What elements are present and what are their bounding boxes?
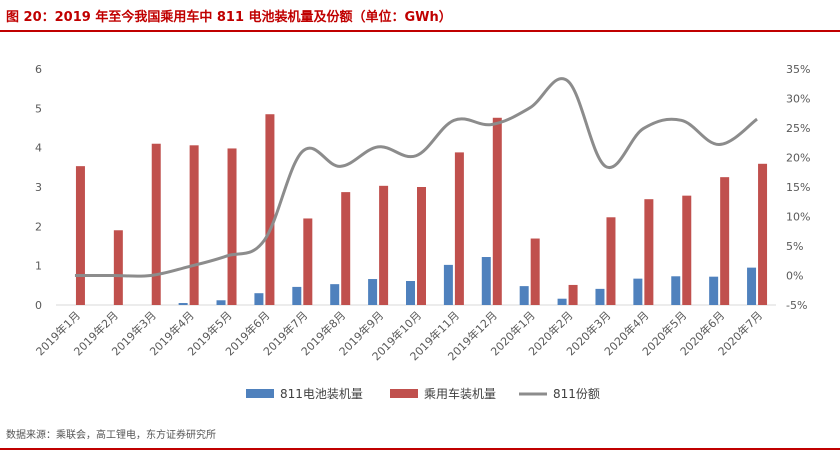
bar-811-battery bbox=[709, 276, 719, 305]
bar-811-battery bbox=[481, 257, 491, 305]
right-axis: -5% 0% 5% 10% 15% 20% 25% 30% 35% bbox=[786, 63, 810, 312]
legend-swatch-passenger bbox=[390, 389, 418, 398]
bar-811-battery bbox=[216, 300, 226, 305]
bar-passenger-vehicle bbox=[720, 177, 730, 305]
share-line bbox=[74, 77, 758, 278]
bar-811-battery bbox=[330, 284, 340, 305]
bar-811-battery bbox=[557, 298, 567, 305]
right-axis-tick-label: 30% bbox=[786, 93, 810, 106]
bar-passenger-vehicle bbox=[454, 152, 464, 305]
bar-811-battery bbox=[595, 288, 605, 305]
bar-passenger-vehicle bbox=[265, 114, 275, 305]
bar-passenger-vehicle bbox=[303, 218, 313, 305]
right-axis-tick-label: 35% bbox=[786, 63, 810, 76]
left-axis-tick-label: 2 bbox=[35, 220, 42, 233]
right-axis-tick-label: 15% bbox=[786, 181, 810, 194]
title-divider bbox=[0, 30, 840, 32]
bar-passenger-vehicle bbox=[151, 143, 161, 305]
bar-811-battery bbox=[671, 276, 681, 305]
bar-passenger-vehicle bbox=[227, 148, 237, 305]
left-axis-tick-label: 5 bbox=[35, 102, 42, 115]
page-title: 图 20：2019 年至今我国乘用车中 811 电池装机量及份额（单位：GWh） bbox=[6, 10, 452, 25]
left-axis-tick-label: 4 bbox=[35, 142, 42, 155]
legend-label-passenger: 乘用车装机量 bbox=[424, 386, 496, 401]
bar-811-battery bbox=[254, 293, 264, 305]
bar-passenger-vehicle bbox=[568, 284, 578, 305]
footer-divider bbox=[0, 448, 840, 450]
right-axis-tick-label: 0% bbox=[786, 270, 803, 283]
bar-passenger-vehicle bbox=[606, 217, 616, 305]
bar-passenger-vehicle bbox=[530, 238, 540, 305]
bar-passenger-vehicle bbox=[341, 192, 351, 305]
share-line-group bbox=[74, 77, 758, 278]
bar-811-battery bbox=[368, 279, 378, 305]
bar-811-battery bbox=[292, 286, 302, 305]
x-axis-labels: 2019年1月2019年2月2019年3月2019年4月2019年5月2019年… bbox=[33, 308, 765, 363]
right-axis-tick-label: 10% bbox=[786, 211, 810, 224]
bar-passenger-vehicle bbox=[417, 187, 426, 305]
bar-passenger-vehicle bbox=[492, 117, 502, 305]
bar-811-battery bbox=[443, 264, 453, 305]
left-axis-tick-label: 1 bbox=[35, 260, 42, 273]
bar-passenger-vehicle bbox=[644, 199, 654, 305]
right-axis-tick-label: 25% bbox=[786, 122, 810, 135]
legend-label-share: 811份额 bbox=[553, 387, 600, 401]
bar-811-battery bbox=[178, 303, 188, 305]
left-axis: 0 1 2 3 4 5 6 bbox=[35, 63, 776, 312]
bar-passenger-vehicle bbox=[189, 145, 199, 305]
bar-passenger-vehicle bbox=[113, 230, 123, 305]
left-axis-tick-label: 6 bbox=[35, 63, 42, 76]
right-axis-tick-label: -5% bbox=[786, 299, 807, 312]
bar-passenger-vehicle bbox=[682, 195, 692, 305]
data-source-note: 数据来源：乘联会，高工锂电，东方证券研究所 bbox=[6, 430, 216, 441]
bar-811-battery bbox=[747, 267, 757, 305]
bar-811-battery bbox=[406, 281, 415, 305]
legend: 811电池装机量 乘用车装机量 811份额 bbox=[246, 386, 600, 401]
bar-passenger-vehicle bbox=[75, 166, 85, 305]
left-axis-tick-label: 0 bbox=[35, 299, 42, 312]
bar-811-battery bbox=[519, 286, 529, 305]
right-axis-tick-label: 5% bbox=[786, 240, 803, 253]
right-axis-tick-label: 20% bbox=[786, 152, 810, 165]
bar-passenger-vehicle bbox=[758, 163, 768, 305]
bar-811-battery bbox=[633, 278, 643, 305]
left-axis-tick-label: 3 bbox=[35, 181, 42, 194]
legend-label-811: 811电池装机量 bbox=[280, 387, 363, 401]
bar-passenger-vehicle bbox=[379, 185, 389, 305]
bar-group bbox=[75, 114, 768, 305]
legend-swatch-811 bbox=[246, 389, 274, 398]
